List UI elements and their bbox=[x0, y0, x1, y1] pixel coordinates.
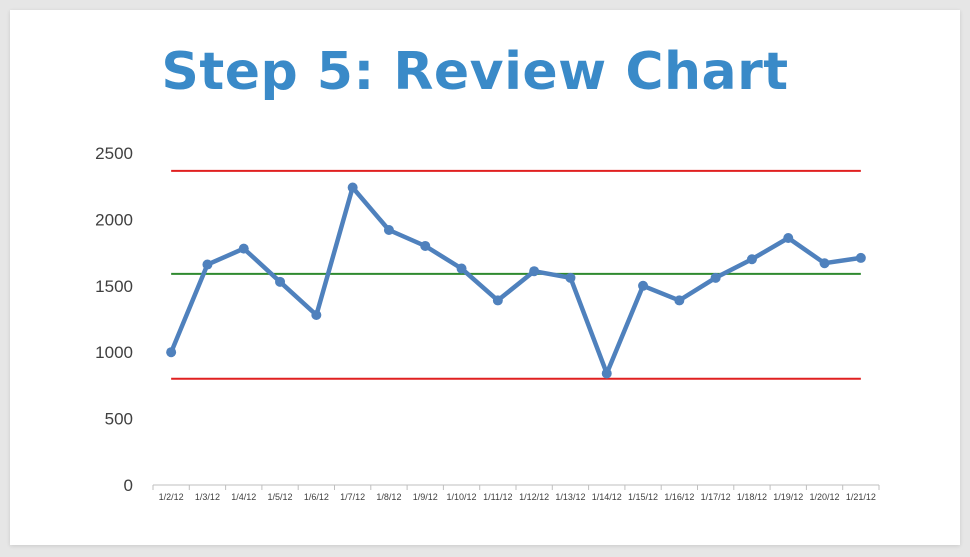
data-point bbox=[674, 295, 685, 306]
slide-title: Step 5: Review Chart bbox=[161, 42, 789, 102]
y-tick-label: 0 bbox=[124, 476, 133, 495]
data-point bbox=[529, 266, 540, 277]
data-point bbox=[746, 254, 757, 265]
y-tick-label: 1500 bbox=[95, 277, 133, 296]
data-point bbox=[166, 347, 177, 358]
data-point bbox=[710, 272, 721, 283]
x-tick-label: 1/12/12 bbox=[519, 492, 549, 502]
x-tick-label: 1/4/12 bbox=[231, 492, 256, 502]
slide bbox=[10, 10, 960, 545]
data-point bbox=[783, 232, 794, 243]
x-tick-label: 1/17/12 bbox=[701, 492, 731, 502]
data-point bbox=[456, 263, 467, 274]
data-point bbox=[819, 258, 830, 269]
x-tick-label: 1/19/12 bbox=[773, 492, 803, 502]
data-point bbox=[311, 310, 322, 321]
data-point bbox=[347, 182, 358, 193]
x-tick-label: 1/18/12 bbox=[737, 492, 767, 502]
data-point bbox=[565, 272, 576, 283]
series-line bbox=[168, 185, 864, 376]
x-tick-label: 1/6/12 bbox=[304, 492, 329, 502]
x-tick-label: 1/13/12 bbox=[555, 492, 585, 502]
x-tick-label: 1/7/12 bbox=[340, 492, 365, 502]
x-tick-label: 1/10/12 bbox=[447, 492, 477, 502]
data-point bbox=[638, 280, 649, 291]
x-tick-label: 1/20/12 bbox=[810, 492, 840, 502]
x-tick-label: 1/16/12 bbox=[664, 492, 694, 502]
data-point bbox=[383, 225, 394, 236]
x-tick-label: 1/14/12 bbox=[592, 492, 622, 502]
data-point bbox=[855, 252, 866, 263]
x-tick-label: 1/2/12 bbox=[159, 492, 184, 502]
y-tick-label: 2000 bbox=[95, 210, 133, 229]
data-point bbox=[492, 295, 503, 306]
y-tick-label: 500 bbox=[105, 410, 133, 429]
y-tick-label: 1000 bbox=[95, 343, 133, 362]
x-tick-label: 1/9/12 bbox=[413, 492, 438, 502]
y-tick-label: 2500 bbox=[95, 144, 133, 163]
data-point bbox=[601, 368, 612, 379]
data-point bbox=[420, 240, 431, 251]
x-tick-label: 1/8/12 bbox=[376, 492, 401, 502]
x-tick-label: 1/11/12 bbox=[483, 492, 512, 502]
data-point bbox=[202, 259, 213, 270]
x-tick-label: 1/5/12 bbox=[268, 492, 293, 502]
data-point bbox=[238, 243, 249, 254]
x-tick-label: 1/21/12 bbox=[846, 492, 876, 502]
data-point bbox=[275, 276, 286, 287]
x-tick-label: 1/3/12 bbox=[195, 492, 220, 502]
x-tick-label: 1/15/12 bbox=[628, 492, 658, 502]
